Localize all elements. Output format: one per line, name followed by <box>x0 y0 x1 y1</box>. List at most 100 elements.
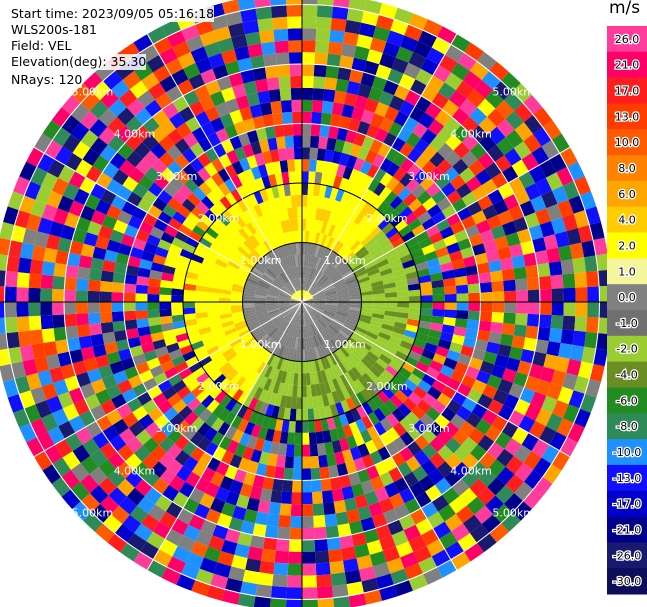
radar-bin <box>263 323 275 332</box>
radar-bin <box>337 303 350 307</box>
radar-bin <box>421 428 437 444</box>
radar-bin <box>319 466 330 480</box>
colorbar-cell <box>607 206 647 233</box>
radar-bin <box>524 403 542 421</box>
radar-bin <box>539 159 557 178</box>
radar-bin <box>478 451 497 470</box>
radar-bin <box>369 37 387 53</box>
radar-bin <box>72 360 87 376</box>
radar-bin <box>290 195 297 208</box>
radar-bin <box>528 165 546 184</box>
radar-bin <box>466 319 480 330</box>
radar-bin <box>345 319 358 327</box>
radar-bin <box>415 68 433 86</box>
range-ring-label: 2.00km <box>366 380 408 393</box>
radar-bin <box>339 374 350 387</box>
radar-bin <box>54 146 73 166</box>
radar-bin <box>497 378 514 394</box>
radar-bin <box>249 272 261 281</box>
radar-bin <box>183 524 201 542</box>
radar-bin <box>204 253 218 264</box>
radar-bin <box>236 269 249 278</box>
radar-bin <box>299 290 302 302</box>
radar-bin <box>267 211 277 225</box>
radar-bin <box>302 299 314 302</box>
radar-bin <box>256 311 268 317</box>
radar-bin <box>292 384 298 398</box>
radar-bin <box>30 418 48 438</box>
radar-bin <box>193 345 207 356</box>
radar-bin <box>189 157 205 173</box>
radar-bin <box>418 355 433 367</box>
radar-bin <box>330 18 347 32</box>
radar-bin <box>262 476 275 491</box>
radar-bin <box>465 328 479 340</box>
colorbar-cell <box>607 387 647 414</box>
radar-bin <box>102 374 118 390</box>
radar-bin <box>360 479 375 495</box>
radar-bin <box>320 279 331 288</box>
radar-bin <box>344 410 356 425</box>
radar-bin <box>457 52 477 71</box>
radar-bin <box>280 245 288 258</box>
radar-bin <box>405 178 420 193</box>
radar-bin <box>366 192 379 206</box>
radar-bin <box>52 275 66 290</box>
radar-bin <box>357 320 370 328</box>
radar-bin <box>335 333 347 345</box>
radar-bin <box>257 259 269 271</box>
radar-bin <box>546 203 563 222</box>
radar-bin <box>302 52 316 65</box>
radar-bin <box>290 515 302 529</box>
radar-bin <box>181 391 196 406</box>
radar-bin <box>182 242 196 254</box>
radar-bin <box>520 240 535 255</box>
radar-bin <box>287 159 296 172</box>
radar-bin <box>255 511 269 526</box>
radar-bin <box>302 409 309 421</box>
radar-bin <box>150 126 168 143</box>
radar-bin <box>402 335 416 345</box>
radar-bin <box>125 264 139 276</box>
radar-bin <box>523 337 538 352</box>
radar-bin <box>515 290 529 302</box>
radar-bin <box>346 154 358 169</box>
radar-bin <box>171 302 184 309</box>
radar-bin <box>252 66 267 81</box>
radar-bin <box>40 315 54 330</box>
radar-bin <box>246 319 259 327</box>
colorbar-tick-label: -13.0 <box>613 472 641 485</box>
radar-bin <box>290 87 302 100</box>
radar-bin <box>322 312 334 320</box>
radar-bin <box>47 426 65 445</box>
radar-bin <box>248 206 259 220</box>
radar-bin <box>229 135 243 150</box>
radar-bin <box>531 146 550 166</box>
radar-bin <box>221 502 236 517</box>
radar-bin <box>513 444 532 463</box>
radar-bin <box>392 422 407 437</box>
colorbar-tick-label: 4.0 <box>618 214 636 227</box>
radar-bin <box>256 313 269 320</box>
radar-bin <box>197 321 210 330</box>
radar-bin <box>405 411 420 426</box>
radar-bin <box>278 303 291 307</box>
radar-bin <box>236 326 249 335</box>
radar-bin <box>192 366 206 379</box>
radar-bin <box>274 550 289 564</box>
radar-bin <box>313 256 320 269</box>
radar-bin <box>367 268 380 277</box>
radar-bin <box>568 195 585 214</box>
radar-bin <box>200 466 216 483</box>
radar-bin <box>385 413 400 428</box>
radar-bin <box>80 346 96 361</box>
radar-bin <box>310 310 319 320</box>
radar-bin <box>461 116 479 134</box>
radar-bin <box>324 289 336 295</box>
radar-bin <box>486 374 502 390</box>
radar-bin <box>408 350 422 362</box>
radar-bin <box>69 349 84 364</box>
radar-bin <box>595 253 610 271</box>
radar-bin <box>384 248 398 259</box>
radar-bin <box>308 159 317 172</box>
